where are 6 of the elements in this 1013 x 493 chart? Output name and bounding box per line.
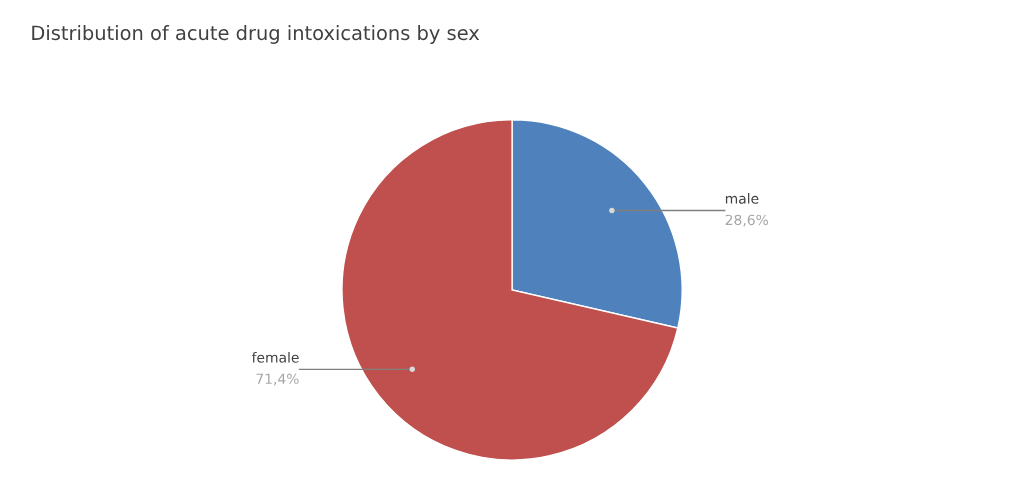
chart-title: Distribution of acute drug intoxications by sex: [32, 25, 480, 44]
pie-slice: [341, 119, 679, 461]
slice-label: female: [251, 351, 299, 363]
data-label: 28,6%: [725, 214, 769, 227]
data-label: 71,4%: [256, 373, 299, 386]
slice-label: male: [725, 193, 759, 204]
